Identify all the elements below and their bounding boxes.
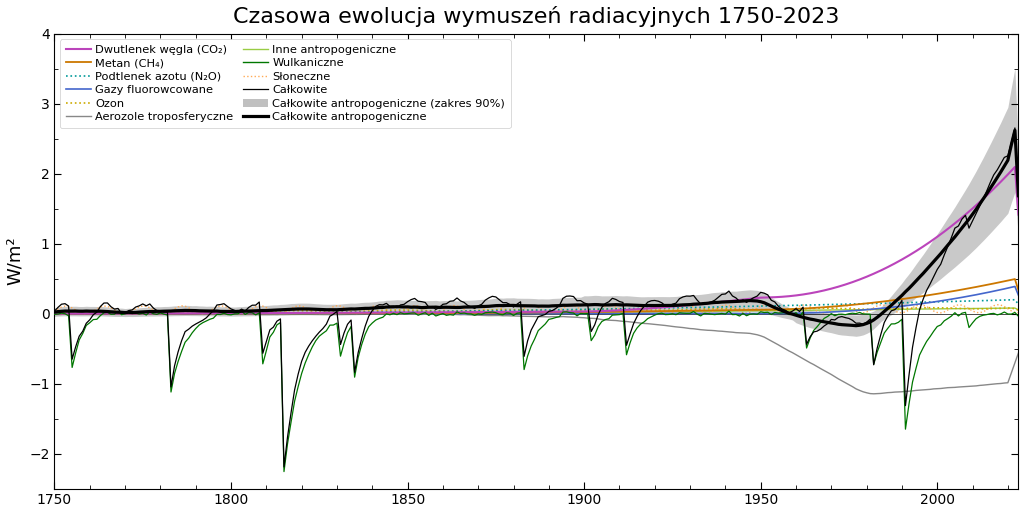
Legend: Dwutlenek węgla (CO₂), Metan (CH₄), Podtlenek azotu (N₂O), Gazy fluorowcowane, O: Dwutlenek węgla (CO₂), Metan (CH₄), Podt…: [60, 40, 511, 128]
Y-axis label: W/m²: W/m²: [5, 237, 24, 285]
Title: Czasowa ewolucja wymuszeń radiacyjnych 1750-2023: Czasowa ewolucja wymuszeń radiacyjnych 1…: [233, 6, 840, 27]
